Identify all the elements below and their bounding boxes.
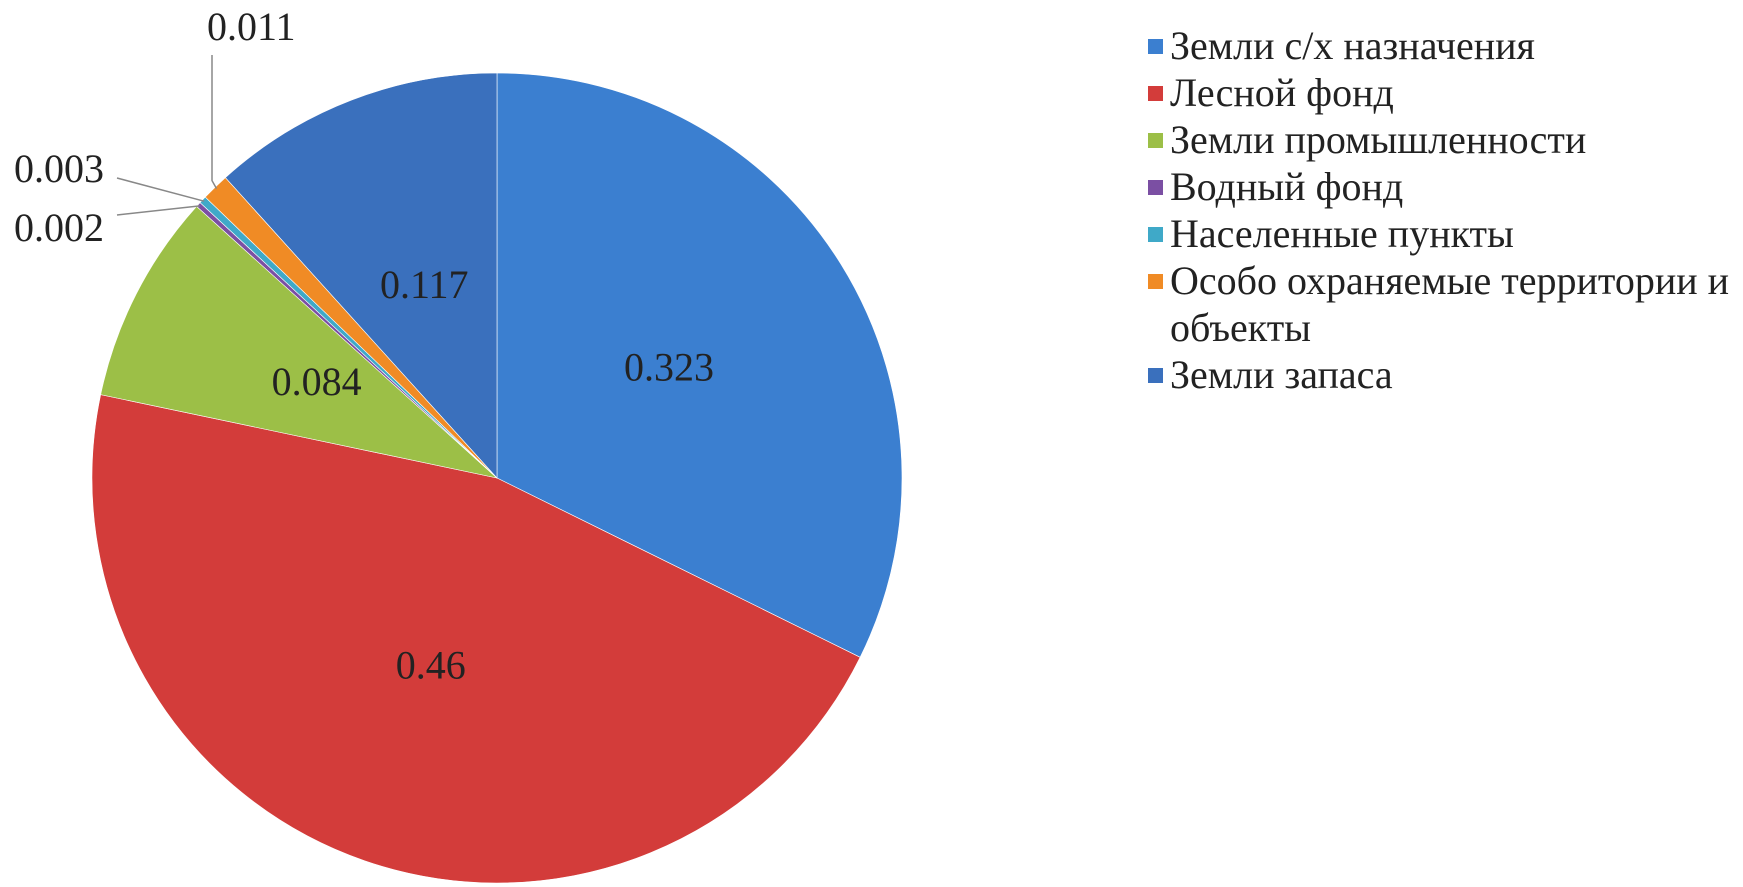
legend-item: Особо охраняемые территории и объекты: [1148, 257, 1738, 351]
legend-label: Земли с/х назначения: [1170, 23, 1535, 68]
leader-line: [116, 177, 205, 202]
leader-line: [116, 205, 200, 216]
data-label: 0.46: [396, 643, 466, 688]
legend: Земли с/х назначения Лесной фонд Земли про…: [1148, 22, 1738, 398]
pie-chart: 0.323 0.46 0.084 0.002 0.003 0.011 0.117: [14, 4, 903, 884]
legend-swatch: [1148, 227, 1163, 242]
legend-item: Земли промышленности: [1148, 116, 1738, 163]
legend-item: Земли с/х назначения: [1148, 22, 1738, 69]
legend-label: Населенные пункты: [1170, 211, 1514, 256]
pie-slice: [496, 72, 903, 658]
legend-label: Земли промышленности: [1170, 117, 1587, 162]
legend-item: Земли запаса: [1148, 351, 1738, 398]
data-label: 0.084: [272, 359, 362, 404]
legend-label: Водный фонд: [1170, 164, 1404, 209]
data-label: 0.011: [207, 4, 296, 49]
legend-item: Водный фонд: [1148, 163, 1738, 210]
legend-label: Особо охраняемые территории и объекты: [1170, 258, 1730, 350]
legend-item: Населенные пункты: [1148, 210, 1738, 257]
legend-swatch: [1148, 86, 1163, 101]
data-label: 0.003: [14, 146, 104, 191]
pie-slice: [224, 72, 498, 479]
legend-item: Лесной фонд: [1148, 69, 1738, 116]
data-label: 0.117: [380, 262, 469, 307]
legend-swatch: [1148, 274, 1163, 289]
data-label: 0.002: [14, 205, 104, 250]
legend-swatch: [1148, 133, 1163, 148]
legend-swatch: [1148, 180, 1163, 195]
data-label: 0.323: [624, 344, 714, 389]
legend-label: Земли запаса: [1170, 352, 1393, 397]
pie-slice: [100, 205, 499, 479]
legend-swatch: [1148, 368, 1163, 383]
leader-line: [211, 55, 218, 189]
legend-label: Лесной фонд: [1170, 70, 1394, 115]
legend-swatch: [1148, 39, 1163, 54]
pie-slice: [91, 394, 861, 884]
